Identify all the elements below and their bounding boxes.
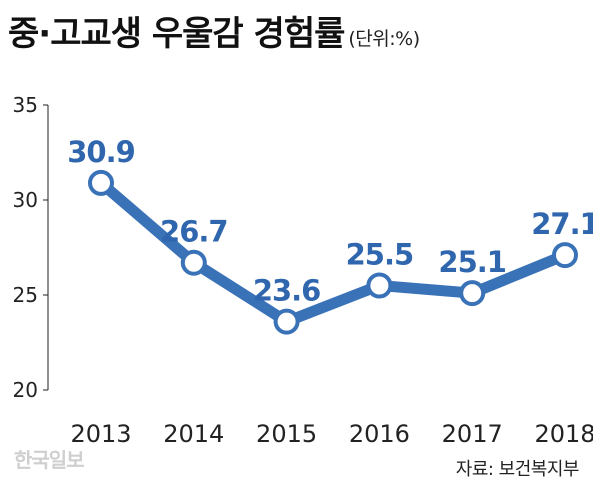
x-tick-label: 2016	[349, 420, 410, 448]
y-tick-label: 25	[13, 283, 38, 307]
data-label: 27.1	[531, 207, 593, 241]
data-point	[273, 308, 300, 335]
data-point	[366, 272, 393, 299]
title-row: 중·고교생 우울감 경험률 (단위:%)	[8, 6, 420, 55]
data-label: 25.5	[346, 238, 414, 272]
unit-label: (단위:%)	[348, 28, 420, 50]
data-point	[88, 169, 114, 196]
x-tick-label: 2014	[163, 420, 224, 448]
y-tick-label: 20	[13, 378, 38, 402]
x-tick-label: 2015	[256, 420, 317, 448]
source-note: 자료: 보건복지부	[455, 459, 580, 480]
watermark-logo: 한국일보	[14, 448, 85, 472]
data-point	[552, 242, 578, 269]
x-tick-label: 2018	[534, 420, 593, 448]
chart-title: 중·고교생 우울감 경험률	[8, 14, 345, 54]
y-tick-label: 35	[13, 93, 38, 117]
series-line	[95, 177, 571, 328]
x-tick-label: 2017	[442, 420, 503, 448]
data-label: 23.6	[253, 274, 321, 308]
y-tick-label: 30	[13, 188, 38, 212]
data-label: 26.7	[160, 215, 228, 249]
data-point	[459, 280, 486, 307]
data-label: 25.1	[438, 245, 506, 279]
data-point	[180, 249, 207, 276]
data-label: 30.9	[67, 135, 135, 169]
x-tick-label: 2013	[70, 420, 131, 448]
